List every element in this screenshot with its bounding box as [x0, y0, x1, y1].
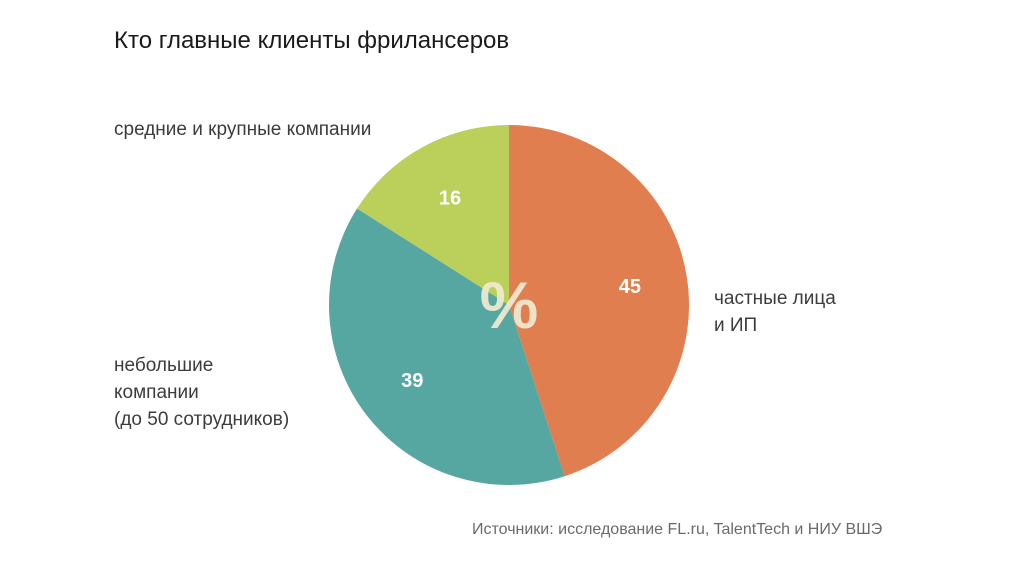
- pie-value-label-0: 45: [619, 276, 641, 298]
- slice-label-line: небольшие: [114, 355, 214, 376]
- slice-label-line: компании: [114, 382, 199, 403]
- pie-value-label-2: 16: [439, 188, 461, 210]
- source-note: Источники: исследование FL.ru, TalentTec…: [472, 521, 883, 538]
- pie-value-label-1: 39: [401, 370, 423, 392]
- slice-label-large-companies: средние и крупные компании: [114, 116, 371, 143]
- pie-value-labels: 45 39 16: [401, 188, 641, 392]
- pie-slice-1: [328, 208, 565, 485]
- slice-label-line: (до 50 сотрудников): [114, 409, 290, 430]
- pie-slice-0: [509, 125, 689, 477]
- pie-slices: [328, 125, 689, 485]
- slice-label-line: и ИП: [714, 315, 758, 336]
- slice-label-small-companies: небольшие компании (до 50 сотрудников): [114, 352, 289, 433]
- slice-label-line: средние и крупные компании: [114, 119, 372, 140]
- pie-slice-2: [357, 125, 509, 305]
- percent-center-label: %: [480, 268, 539, 342]
- chart-title: Кто главные клиенты фрилансеров: [114, 27, 510, 54]
- slice-label-private-individuals: частные лица и ИП: [714, 285, 836, 339]
- slice-label-line: частные лица: [714, 288, 836, 309]
